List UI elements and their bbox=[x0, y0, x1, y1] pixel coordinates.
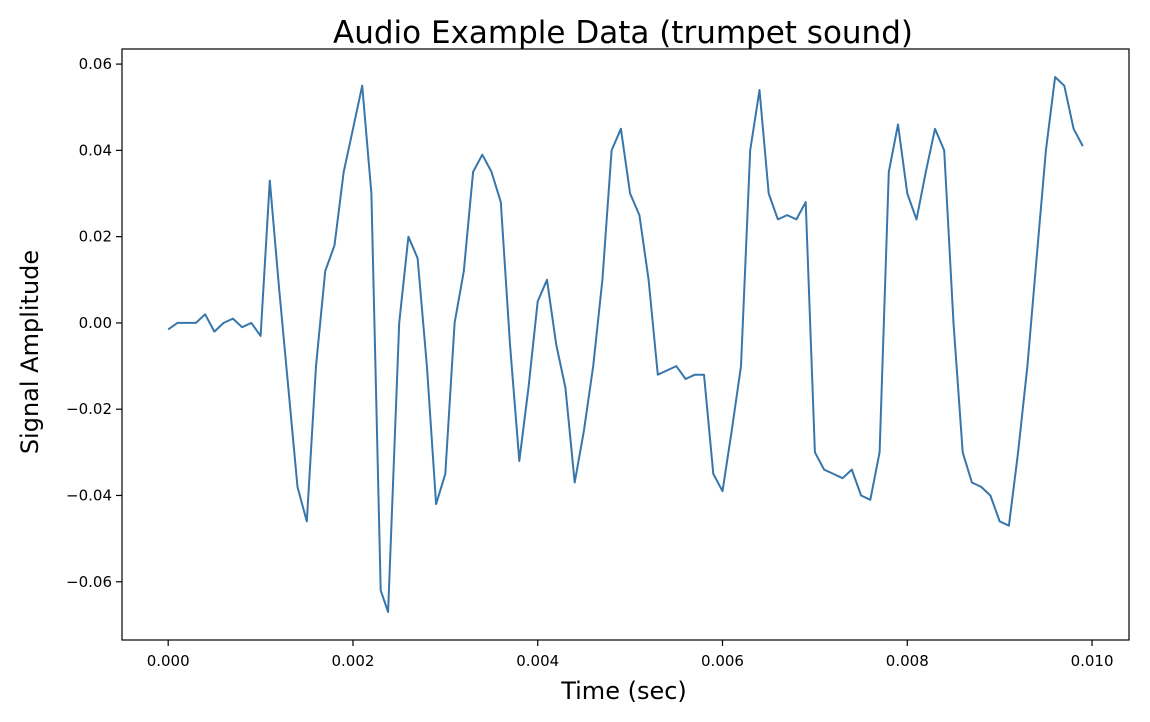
y-tick-label: −0.02 bbox=[66, 400, 112, 418]
y-tick-label: −0.04 bbox=[66, 486, 112, 504]
x-tick-label: 0.000 bbox=[147, 652, 190, 670]
chart-title: Audio Example Data (trumpet sound) bbox=[333, 15, 913, 51]
x-tick-label: 0.008 bbox=[886, 652, 929, 670]
plot-frame bbox=[121, 48, 1130, 641]
x-tick-label: 0.002 bbox=[331, 652, 374, 670]
axis-ticks: 0.000 0.002 0.004 0.006 0.008 0.010 0.06 0.04 0.… bbox=[66, 55, 1113, 670]
y-tick-label: 0.00 bbox=[79, 314, 112, 332]
x-tick-label: 0.004 bbox=[516, 652, 559, 670]
y-tick-label: 0.06 bbox=[79, 55, 112, 73]
series-line-trumpet bbox=[167, 76, 1084, 613]
y-tick-label: −0.06 bbox=[66, 573, 112, 591]
y-tick-label: 0.02 bbox=[79, 228, 112, 246]
plot-area bbox=[167, 76, 1084, 613]
x-tick-label: 0.006 bbox=[701, 652, 744, 670]
x-axis-label: Time (sec) bbox=[560, 677, 687, 705]
y-axis-label: Signal Amplitude bbox=[16, 250, 44, 454]
y-tick-label: 0.04 bbox=[79, 141, 112, 159]
x-tick-label: 0.010 bbox=[1071, 652, 1114, 670]
